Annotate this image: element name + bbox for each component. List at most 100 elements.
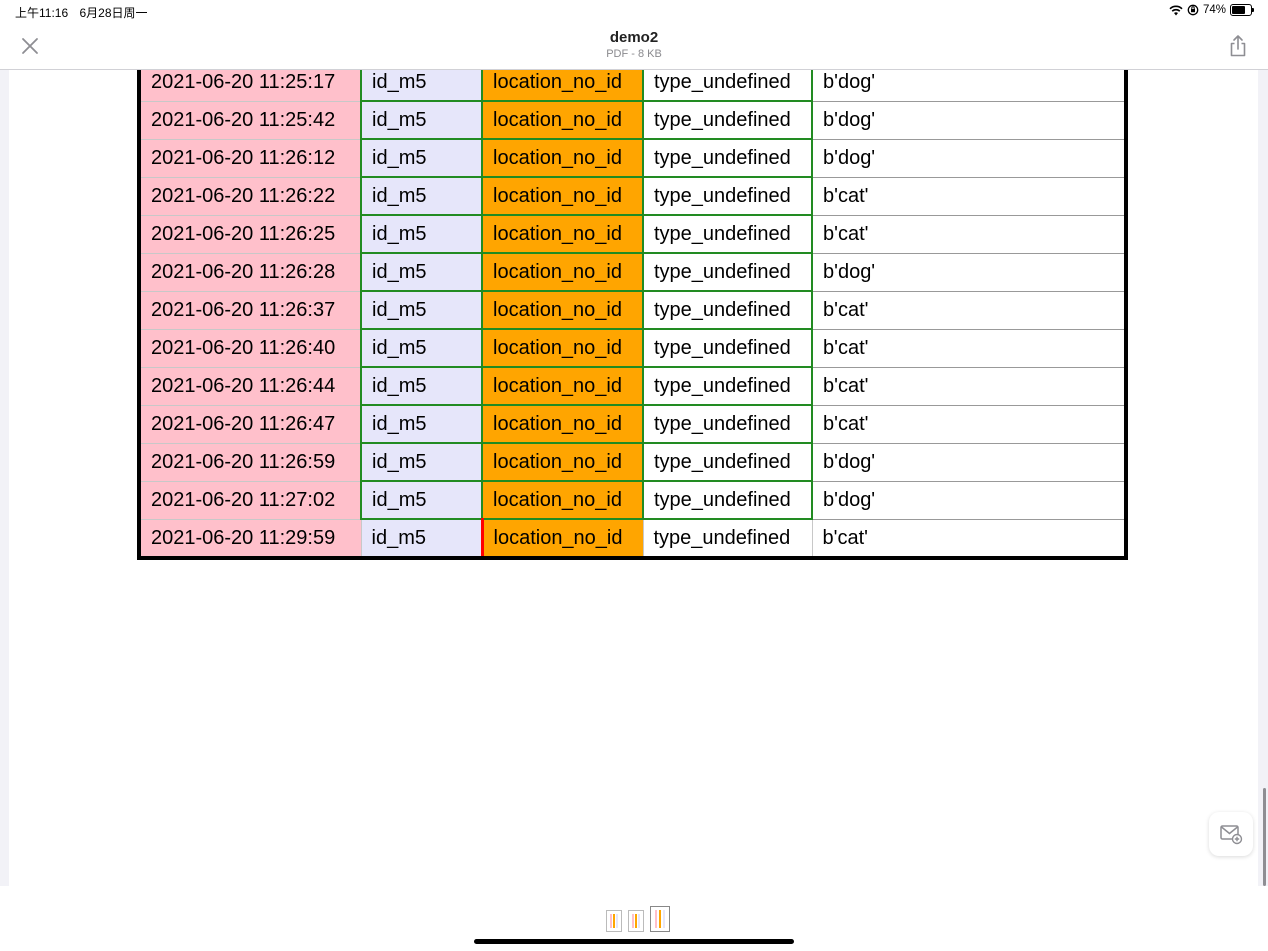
location-cell: location_no_id xyxy=(481,252,644,292)
location-cell: location_no_id xyxy=(481,70,644,102)
label-cell: b'cat' xyxy=(812,367,1126,406)
label-cell: b'dog' xyxy=(812,139,1126,178)
type-cell: type_undefined xyxy=(642,290,813,330)
location-cell: location_no_id xyxy=(481,366,644,406)
page-thumbnails xyxy=(606,906,670,932)
home-indicator[interactable] xyxy=(474,939,794,944)
battery-percent: 74% xyxy=(1202,4,1226,16)
navigation-bar: demo2 PDF - 8 KB xyxy=(0,22,1268,70)
id-cell: id_m5 xyxy=(360,442,483,482)
timestamp-cell: 2021-06-20 11:25:42 xyxy=(139,101,361,140)
bottom-bar xyxy=(0,886,1268,951)
battery-fill xyxy=(1232,6,1246,14)
label-cell: b'dog' xyxy=(812,253,1126,292)
mail-add-button[interactable] xyxy=(1209,812,1253,856)
id-cell: id_m5 xyxy=(360,290,483,330)
label-cell: b'cat' xyxy=(812,215,1126,254)
data-table-body: 2021-06-20 11:25:17 id_m5 location_no_id ty… xyxy=(139,70,1126,559)
id-cell: id_m5 xyxy=(360,252,483,292)
battery-icon xyxy=(1230,4,1254,16)
location-cell: location_no_id xyxy=(481,442,644,482)
location-cell: location_no_id xyxy=(481,404,644,444)
label-cell: b'cat' xyxy=(812,405,1126,444)
timestamp-cell: 2021-06-20 11:26:37 xyxy=(139,291,361,330)
type-cell: type_undefined xyxy=(642,480,813,520)
table-row: 2021-06-20 11:26:47 id_m5 location_no_id ty… xyxy=(139,404,1126,444)
status-time: 上午11:16 xyxy=(15,6,69,20)
id-cell: id_m5 xyxy=(360,214,483,254)
share-icon xyxy=(1230,35,1246,57)
table-row: 2021-06-20 11:27:02 id_m5 location_no_id ty… xyxy=(139,480,1126,520)
orientation-lock-icon xyxy=(1187,4,1199,16)
page-thumbnail[interactable] xyxy=(628,910,644,932)
timestamp-cell: 2021-06-20 11:26:28 xyxy=(139,253,361,292)
timestamp-cell: 2021-06-20 11:26:22 xyxy=(139,177,361,216)
share-button[interactable] xyxy=(1228,34,1248,58)
location-cell: location_no_id xyxy=(481,290,644,330)
close-icon xyxy=(22,38,38,54)
id-cell: id_m5 xyxy=(360,176,483,216)
status-left: 上午11:16 6月28日周一 xyxy=(15,4,156,21)
status-bar: 上午11:16 6月28日周一 74% xyxy=(0,0,1268,22)
wifi-icon xyxy=(1169,5,1183,15)
id-cell: id_m5 xyxy=(360,518,483,559)
type-cell: type_undefined xyxy=(642,519,813,559)
table-row: 2021-06-20 11:25:17 id_m5 location_no_id ty… xyxy=(139,70,1126,102)
table-row: 2021-06-20 11:26:25 id_m5 location_no_id ty… xyxy=(139,214,1126,254)
scrollbar[interactable] xyxy=(1263,788,1266,886)
table-row: 2021-06-20 11:26:44 id_m5 location_no_id ty… xyxy=(139,366,1126,406)
type-cell: type_undefined xyxy=(642,366,813,406)
id-cell: id_m5 xyxy=(360,70,483,102)
timestamp-cell: 2021-06-20 11:25:17 xyxy=(139,70,361,102)
document-title: demo2 xyxy=(609,29,659,46)
table-row: 2021-06-20 11:26:28 id_m5 location_no_id ty… xyxy=(139,252,1126,292)
table-row: 2021-06-20 11:29:59 id_m5 location_no_id ty… xyxy=(139,518,1126,559)
label-cell: b'dog' xyxy=(812,101,1126,140)
type-cell: type_undefined xyxy=(642,100,813,140)
type-cell: type_undefined xyxy=(642,214,813,254)
location-cell: location_no_id xyxy=(480,519,643,558)
location-cell: location_no_id xyxy=(481,480,644,520)
status-date: 6月28日周一 xyxy=(79,6,148,20)
mail-add-icon xyxy=(1220,825,1243,845)
pdf-page[interactable]: 2021-06-20 11:25:17 id_m5 location_no_id ty… xyxy=(9,70,1258,886)
label-cell: b'cat' xyxy=(812,519,1126,559)
id-cell: id_m5 xyxy=(360,138,483,178)
id-cell: id_m5 xyxy=(360,366,483,406)
timestamp-cell: 2021-06-20 11:29:59 xyxy=(139,519,361,559)
table-row: 2021-06-20 11:26:12 id_m5 location_no_id ty… xyxy=(139,138,1126,178)
close-button[interactable] xyxy=(20,36,40,56)
location-cell: location_no_id xyxy=(481,214,644,254)
type-cell: type_undefined xyxy=(642,176,813,216)
type-cell: type_undefined xyxy=(642,404,813,444)
label-cell: b'cat' xyxy=(812,329,1126,368)
document-subtitle: PDF - 8 KB xyxy=(606,48,662,60)
table-row: 2021-06-20 11:26:59 id_m5 location_no_id ty… xyxy=(139,442,1126,482)
timestamp-cell: 2021-06-20 11:26:47 xyxy=(139,405,361,444)
location-cell: location_no_id xyxy=(481,176,644,216)
label-cell: b'cat' xyxy=(812,177,1126,216)
id-cell: id_m5 xyxy=(360,100,483,140)
id-cell: id_m5 xyxy=(360,328,483,368)
label-cell: b'cat' xyxy=(812,291,1126,330)
timestamp-cell: 2021-06-20 11:26:12 xyxy=(139,139,361,178)
type-cell: type_undefined xyxy=(642,70,813,102)
id-cell: id_m5 xyxy=(360,404,483,444)
timestamp-cell: 2021-06-20 11:26:44 xyxy=(139,367,361,406)
type-cell: type_undefined xyxy=(642,328,813,368)
id-cell: id_m5 xyxy=(360,480,483,520)
label-cell: b'dog' xyxy=(812,443,1126,482)
table-row: 2021-06-20 11:26:22 id_m5 location_no_id ty… xyxy=(139,176,1126,216)
type-cell: type_undefined xyxy=(642,252,813,292)
timestamp-cell: 2021-06-20 11:27:02 xyxy=(139,481,361,520)
timestamp-cell: 2021-06-20 11:26:25 xyxy=(139,215,361,254)
table-row: 2021-06-20 11:26:40 id_m5 location_no_id ty… xyxy=(139,328,1126,368)
location-cell: location_no_id xyxy=(481,328,644,368)
page-thumbnail-current[interactable] xyxy=(650,906,670,932)
page-thumbnail[interactable] xyxy=(606,910,622,932)
label-cell: b'dog' xyxy=(812,481,1126,520)
location-cell: location_no_id xyxy=(481,138,644,178)
location-cell: location_no_id xyxy=(481,100,644,140)
label-cell: b'dog' xyxy=(812,70,1126,102)
type-cell: type_undefined xyxy=(642,138,813,178)
